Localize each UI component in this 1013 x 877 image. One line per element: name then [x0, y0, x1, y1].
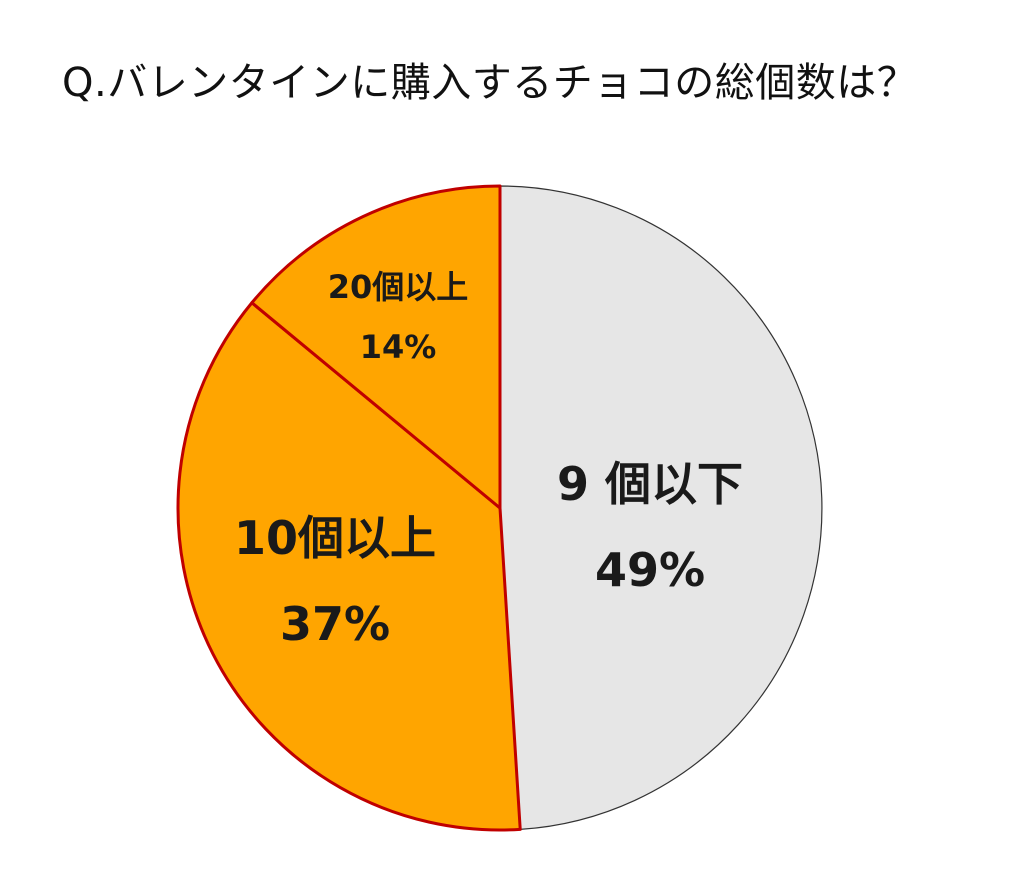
- pie-slices: [176, 184, 823, 832]
- slice-value-label-2: 37%: [280, 597, 390, 651]
- slice-value-label-1: 49%: [595, 543, 705, 597]
- slice-label-3: 20個以上: [328, 268, 469, 306]
- pie-slice-3: [250, 184, 502, 510]
- slice-label-1: 9 個以下: [557, 457, 743, 511]
- pie-labels: 9 個以下 49% 10個以上 37% 20個以上 14%: [234, 268, 743, 651]
- slice-label-2: 10個以上: [234, 511, 436, 565]
- chart-title: Q.バレンタインに購入するチョコの総個数は？: [62, 60, 918, 106]
- slice-value-label-3: 14%: [360, 328, 437, 366]
- pie-slice-2: [176, 301, 522, 832]
- pie-slice-1: [499, 185, 823, 830]
